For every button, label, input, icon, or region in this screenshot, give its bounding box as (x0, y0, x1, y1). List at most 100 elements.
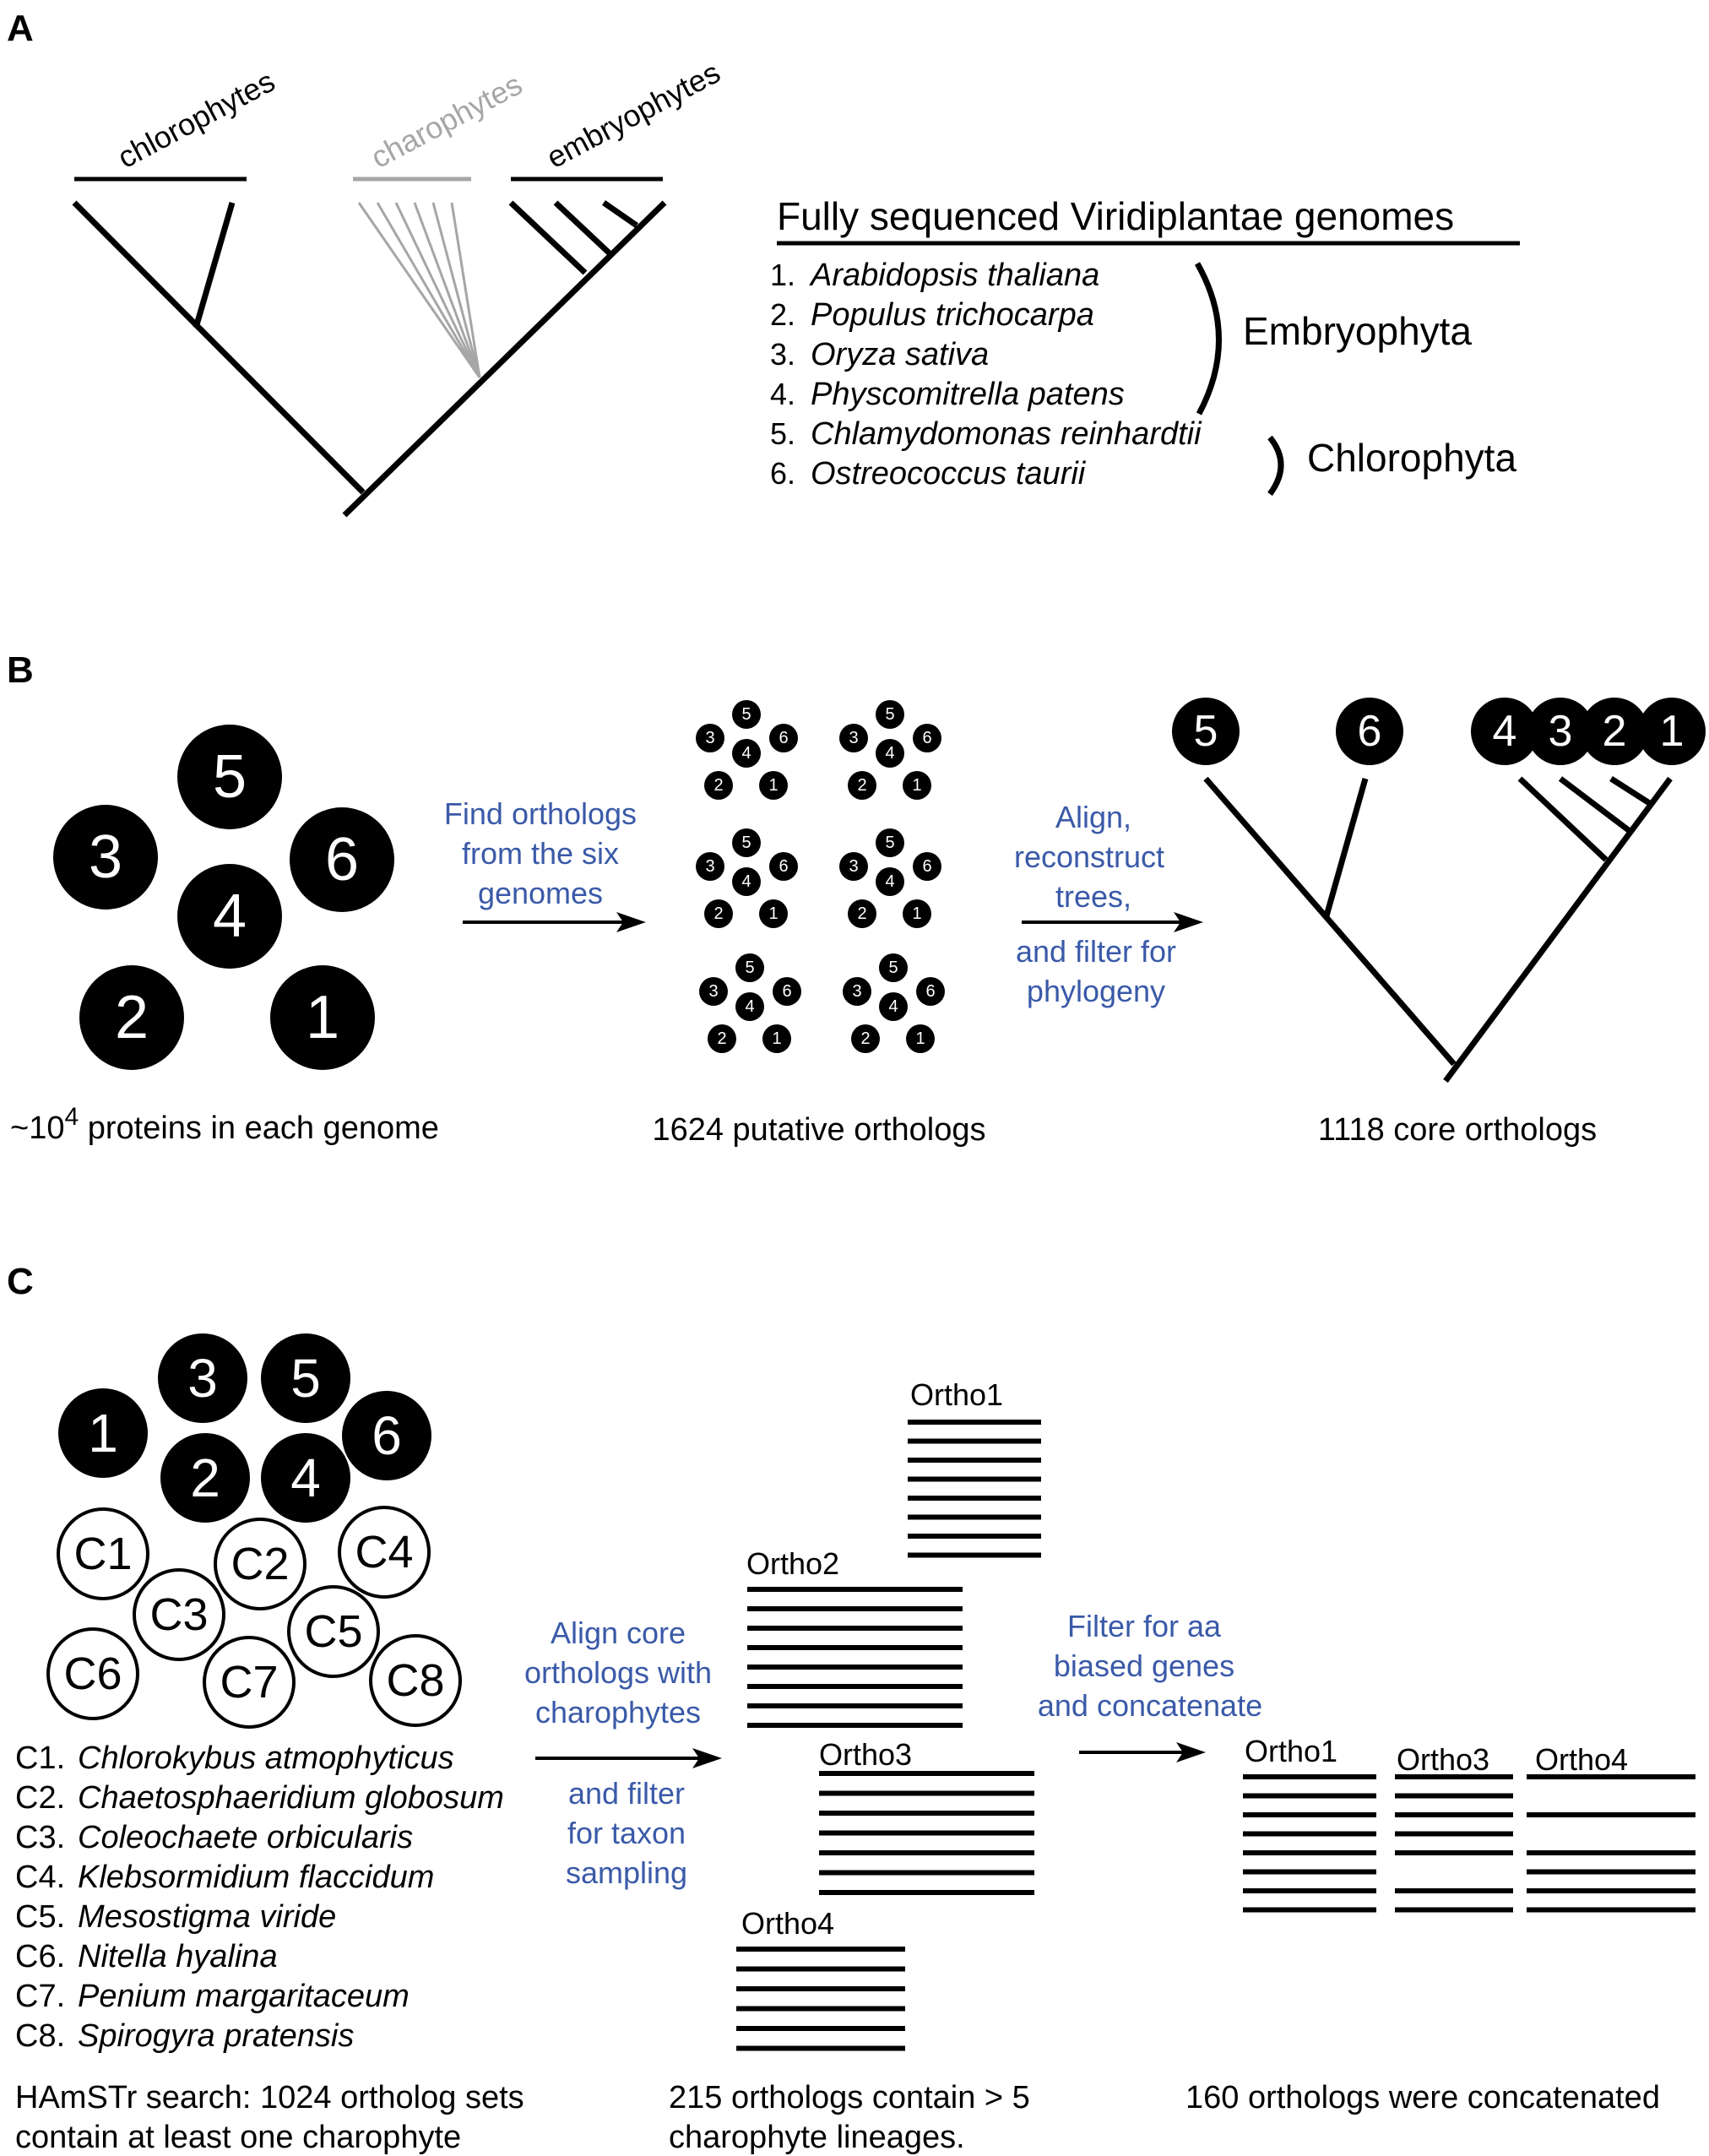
species-c3-code: C3. (15, 1820, 65, 1855)
tip-circle-2-label: 2 (1603, 707, 1627, 756)
step-find-orthologs-line1: Find orthologs (444, 796, 637, 831)
tree-b (1206, 779, 1670, 1081)
group-label-chlorophyta: Chlorophyta (1307, 436, 1516, 480)
mini-genome-label: 3 (705, 729, 714, 747)
group-label-embryophyta: Embryophyta (1243, 309, 1472, 353)
genome-list: 1. Arabidopsis thaliana 2. Populus trich… (770, 258, 1202, 491)
caption-proteins: ~104 proteins in each genome (10, 1103, 439, 1146)
genome-2-num: 2. (770, 297, 795, 332)
species-c8-name: Spirogyra pratensis (78, 2018, 354, 2054)
species-c7-code: C7. (15, 1979, 65, 2014)
step-align-core-line2: orthologs with (524, 1655, 712, 1690)
caption-proteins-exponent: 4 (64, 1103, 79, 1131)
step-filter-line3: and concatenate (1038, 1688, 1262, 1723)
charophyte-species-list: C1. Chlorokybus atmophyticus C2. Chaetos… (15, 1741, 504, 2054)
c-genome-circle-1-label: 1 (88, 1403, 118, 1464)
mini-genome-label: 4 (741, 872, 751, 891)
species-c6-code: C6. (15, 1939, 65, 1974)
step-filter-line2: biased genes (1054, 1648, 1234, 1683)
step-filter-line1: Filter for aa (1067, 1609, 1222, 1643)
mini-genome-label: 2 (857, 904, 866, 923)
genome-3-name: Oryza sativa (811, 337, 989, 372)
genome-circle-4-label: 4 (213, 882, 247, 950)
genome-circle-5-label: 5 (213, 743, 247, 811)
step-taxon-line1: and filter (568, 1776, 685, 1811)
mini-genome-label: 4 (885, 744, 894, 763)
clade-label-embryophytes: embryophytes (541, 55, 726, 175)
genome-circle-1-label: 1 (306, 984, 339, 1051)
mini-genome-label: 6 (922, 729, 931, 747)
mini-genome-label: 3 (705, 857, 714, 876)
mini-genome-label: 2 (713, 904, 723, 923)
charophyte-circle-c1-label: C1 (73, 1529, 132, 1579)
c-genome-circle-3-label: 3 (187, 1348, 218, 1409)
mini-genome-label: 3 (852, 982, 861, 1001)
caption-proteins-prefix: ~10 (10, 1111, 64, 1146)
ortholog-alignment-blocks: Ortho1 Ortho2 Ortho3 Ortho4 (736, 1377, 1041, 2049)
embryophyta-bracket (1197, 263, 1219, 414)
caption-concatenated: 160 orthologs were concatenated (1185, 2080, 1660, 2115)
genome-4-num: 4. (770, 377, 795, 411)
mini-genome-label: 6 (925, 982, 935, 1001)
species-c2-name: Chaetosphaeridium globosum (78, 1780, 504, 1816)
species-c1-code: C1. (15, 1741, 65, 1776)
species-c7-name: Penium margaritaceum (78, 1979, 410, 2014)
charophyte-branches (359, 203, 480, 377)
mini-genome-label: 1 (768, 904, 778, 923)
species-c5-name: Mesostigma viride (78, 1899, 336, 1935)
step-align-core-line1: Align core (551, 1616, 686, 1650)
caption-215-line1: 215 orthologs contain > 5 (669, 2080, 1030, 2115)
genome-5-num: 5. (770, 416, 795, 451)
panel-a-label: A (7, 8, 34, 49)
panel-b-label: B (7, 649, 34, 691)
c-genome-circle-4-label: 4 (290, 1447, 321, 1508)
step-find-orthologs-line3: genomes (478, 876, 603, 910)
concatenated-alignment: Ortho1 Ortho3 Ortho4 (1243, 1734, 1695, 1910)
genome-circle-3-label: 3 (89, 823, 122, 891)
species-c2-code: C2. (15, 1780, 65, 1816)
step-align-line1: Align, (1055, 800, 1131, 834)
genome-table-title: Fully sequenced Viridiplantae genomes (777, 194, 1454, 238)
ortho2-label: Ortho2 (746, 1546, 839, 1581)
step-find-orthologs-line2: from the six (462, 836, 619, 871)
caption-putative-orthologs: 1624 putative orthologs (652, 1112, 985, 1148)
charophyte-circle-c3-label: C3 (149, 1589, 208, 1640)
caption-hamstr-line1: HAmSTr search: 1024 ortholog sets (15, 2080, 524, 2115)
mini-genome-label: 3 (849, 857, 858, 876)
genome-circle-2-label: 2 (115, 984, 149, 1051)
genome-circles-large: 5 3 6 4 2 1 (53, 725, 394, 1070)
species-c4-name: Klebsormidium flaccidum (78, 1860, 434, 1895)
mini-genome-label: 1 (912, 776, 921, 795)
genome-1-name: Arabidopsis thaliana (809, 258, 1099, 293)
charophyte-circle-c5-label: C5 (304, 1606, 362, 1657)
caption-hamstr-line2: contain at least one charophyte (15, 2120, 461, 2155)
arrow-b1 (463, 912, 646, 932)
mini-genome-label: 6 (922, 857, 931, 876)
genome-6-name: Ostreococcus taurii (811, 456, 1087, 491)
concat-ortho3-label: Ortho3 (1397, 1742, 1489, 1777)
mini-genome-label: 2 (717, 1029, 726, 1048)
mini-genome-label: 6 (779, 857, 788, 876)
arrow-c2 (1079, 1742, 1206, 1762)
caption-215-line2: charophyte lineages. (669, 2120, 965, 2155)
ortho3-label: Ortho3 (819, 1737, 912, 1772)
c-genome-circle-5-label: 5 (290, 1348, 321, 1409)
caption-proteins-suffix: proteins in each genome (79, 1111, 439, 1146)
species-c5-code: C5. (15, 1899, 65, 1935)
caption-core-orthologs: 1118 core orthologs (1318, 1112, 1597, 1148)
species-c6-name: Nitella hyalina (78, 1939, 278, 1974)
step-align-line4: and filter for (1016, 934, 1176, 969)
mini-genome-label: 6 (782, 982, 791, 1001)
ortholog-clusters: 53 642 153 642 153 642 153 642 153 642 153 642 1 (696, 700, 945, 1053)
c-genome-circle-6-label: 6 (372, 1405, 402, 1466)
step-align-line5: phylogeny (1027, 974, 1165, 1008)
mini-genome-label: 5 (885, 834, 894, 852)
species-c8-code: C8. (15, 2018, 65, 2054)
mini-genome-label: 4 (888, 997, 898, 1016)
charophyte-circle-c4-label: C4 (355, 1527, 413, 1578)
step-taxon-line2: for taxon (567, 1816, 686, 1850)
tip-circle-5-label: 5 (1194, 707, 1218, 756)
step-taxon-line3: sampling (566, 1855, 687, 1890)
step-align-line2: reconstruct (1014, 839, 1164, 874)
mini-genome-label: 3 (708, 982, 718, 1001)
